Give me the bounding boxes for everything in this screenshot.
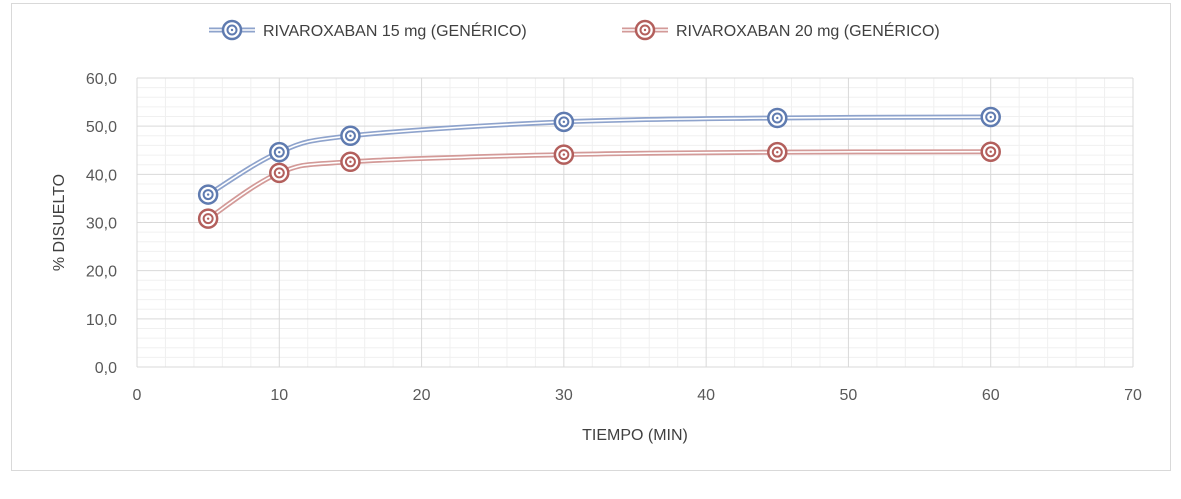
legend-marker (221, 19, 243, 41)
data-point (980, 141, 1001, 162)
series-1 (197, 106, 1001, 205)
x-tick-label: 40 (697, 387, 715, 404)
data-point (980, 106, 1001, 128)
y-tick-label: 60,0 (86, 71, 117, 88)
legend: RIVAROXABAN 15 mg (GENÉRICO) RIVAROXABAN … (209, 19, 940, 41)
y-tick-label: 10,0 (86, 312, 117, 329)
legend-marker (634, 19, 656, 41)
series-layer (197, 106, 1001, 229)
y-axis-tick-labels: 0,0 10,0 20,0 30,0 40,0 50,0 60,0 (86, 71, 117, 377)
chart-frame (11, 3, 1171, 471)
y-axis-title: % DISUELTO (51, 174, 68, 271)
data-point (340, 125, 361, 147)
x-tick-label: 70 (1124, 387, 1142, 404)
y-tick-label: 30,0 (86, 216, 117, 233)
data-point (553, 144, 575, 165)
x-axis-tick-labels: 0 10 20 30 40 50 60 70 (133, 387, 1142, 404)
x-tick-label: 20 (413, 387, 431, 404)
x-tick-label: 60 (982, 387, 1000, 404)
major-gridlines (136, 77, 1134, 368)
series-2 (197, 141, 1001, 229)
y-tick-label: 0,0 (95, 360, 117, 377)
legend-item-2: RIVAROXABAN 20 mg (GENÉRICO) (622, 19, 940, 41)
data-point (340, 151, 361, 173)
y-tick-label: 50,0 (86, 119, 117, 136)
series-line (205, 149, 994, 222)
legend-item-1: RIVAROXABAN 15 mg (GENÉRICO) (209, 19, 527, 41)
y-tick-label: 20,0 (86, 264, 117, 281)
legend-label: RIVAROXABAN 15 mg (GENÉRICO) (263, 21, 527, 40)
data-point (553, 111, 575, 133)
data-point (197, 208, 219, 229)
x-tick-label: 30 (555, 387, 573, 404)
data-point (197, 184, 219, 205)
data-point (767, 141, 788, 163)
legend-label: RIVAROXABAN 20 mg (GENÉRICO) (676, 21, 940, 40)
x-tick-label: 0 (133, 387, 142, 404)
data-point (269, 141, 290, 163)
y-tick-label: 40,0 (86, 167, 117, 184)
x-tick-label: 10 (270, 387, 288, 404)
x-tick-label: 50 (840, 387, 858, 404)
data-point (269, 162, 290, 184)
data-point (767, 107, 788, 129)
x-axis-title: TIEMPO (MIN) (582, 427, 688, 444)
